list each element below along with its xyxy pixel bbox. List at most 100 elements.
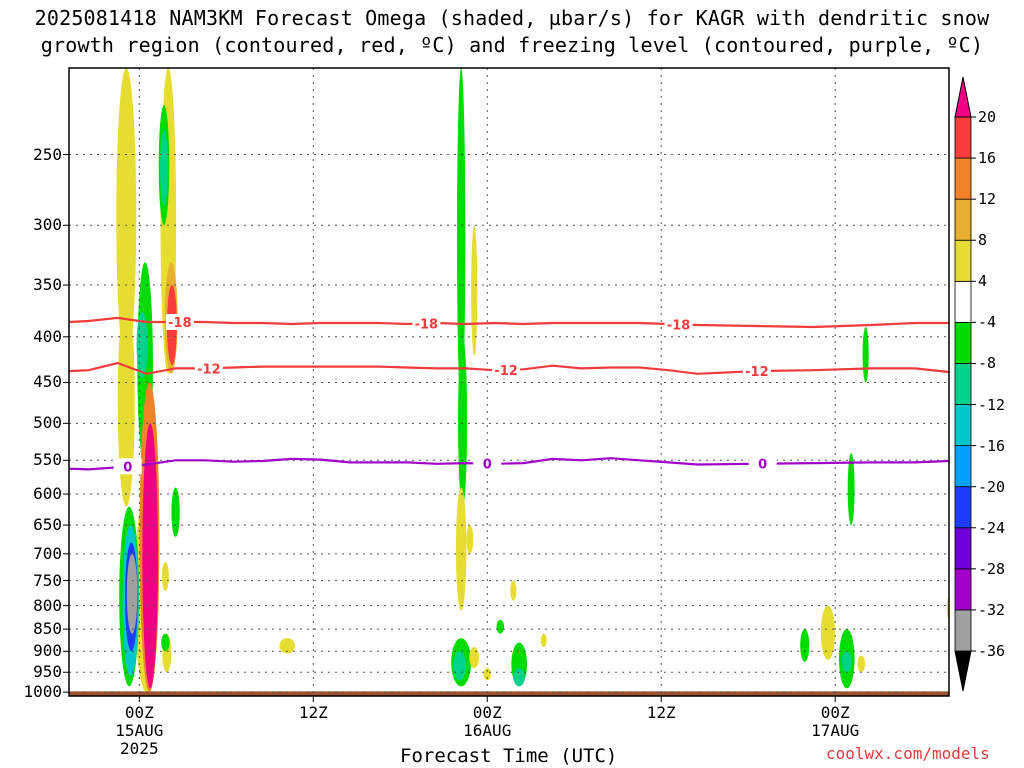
y-tick-label: 250 <box>33 144 62 164</box>
x-tick-label: 00Z <box>820 703 850 722</box>
x-axis-title: Forecast Time (UTC) <box>400 745 618 767</box>
omega-region <box>161 562 169 591</box>
y-tick-label: 400 <box>33 326 62 346</box>
colorbar-swatch <box>954 157 972 200</box>
x-tick-label: 2025 <box>120 739 159 758</box>
colorbar-swatch <box>954 321 972 364</box>
dgz-top-contour-label: -18 <box>168 316 192 331</box>
colorbar-swatch <box>954 363 972 405</box>
colorbar-swatch <box>954 527 972 570</box>
omega-region <box>540 633 547 647</box>
ground-strip <box>69 691 949 696</box>
freezing-level-contour-label-bg <box>113 458 142 475</box>
omega-region <box>471 225 478 356</box>
dgz-top-contour <box>69 316 949 329</box>
omega-region <box>126 553 138 634</box>
dgz-top-contour-label-bg <box>412 315 441 332</box>
x-tick-label: 17AUG <box>811 721 860 740</box>
omega-region <box>466 525 474 554</box>
colorbar <box>954 76 976 692</box>
omega-region <box>857 655 866 673</box>
y-tick-label: 500 <box>33 413 62 433</box>
y-tick-label: 450 <box>33 372 62 392</box>
y-tick-label: 650 <box>33 515 62 535</box>
colorbar-label: 16 <box>978 149 997 168</box>
source-credit: coolwx.com/models <box>826 744 990 763</box>
dgz-bottom-contour <box>69 361 949 375</box>
dgz-top-contour-label: -18 <box>415 317 439 332</box>
x-tick-label: 16AUG <box>463 721 512 740</box>
omega-region <box>800 629 810 662</box>
omega-region <box>142 423 158 689</box>
colorbar-label: -24 <box>978 518 1006 537</box>
freezing-level-contour-label: 0 <box>123 460 132 475</box>
dgz-bottom-contour-label-bg <box>492 361 521 378</box>
freezing-level-contour-label-bg <box>748 455 777 472</box>
y-tick-label: 350 <box>33 275 62 295</box>
omega-region <box>171 487 180 537</box>
colorbar-label: 8 <box>978 231 988 250</box>
colorbar-swatch <box>954 116 972 159</box>
y-tick-label: 750 <box>33 570 62 590</box>
omega-region <box>862 326 869 383</box>
omega-region <box>483 668 492 681</box>
omega-region <box>510 580 517 601</box>
dgz-top-contour-label-bg <box>664 316 693 333</box>
chart-title: 2025081418 NAM3KM Forecast Omega (shaded… <box>34 6 990 30</box>
dgz-bottom-contour-label: -12 <box>494 364 518 379</box>
colorbar-label: -12 <box>978 395 1006 414</box>
colorbar-swatch <box>954 609 972 652</box>
colorbar-label: -28 <box>978 559 1006 578</box>
colorbar-label: 20 <box>978 108 997 126</box>
y-tick-label: 950 <box>33 662 62 682</box>
x-tick-label: 00Z <box>472 703 502 722</box>
y-tick-label: 900 <box>33 641 62 661</box>
omega-region <box>279 638 295 654</box>
omega-region <box>453 651 467 681</box>
colorbar-label: -8 <box>978 354 997 373</box>
colorbar-swatch <box>954 280 972 323</box>
dgz-bottom-contour-label: -12 <box>197 362 221 377</box>
freezing-level-contour-label: 0 <box>483 458 492 473</box>
freezing-level-contour-label-bg <box>473 455 502 472</box>
freezing-level-contour-label: 0 <box>758 458 767 473</box>
chart-title-line-2: growth region (contoured, red, ºC) and f… <box>40 33 984 57</box>
omega-region <box>513 668 525 687</box>
omega-region <box>458 336 468 507</box>
colorbar-swatch <box>954 486 972 529</box>
colorbar-swatch <box>954 650 972 692</box>
y-tick-label: 1000 <box>23 682 62 702</box>
colorbar-swatch <box>954 76 972 118</box>
colorbar-label: -20 <box>978 477 1006 496</box>
y-tick-label: 800 <box>33 595 62 615</box>
axis-ticks <box>63 154 836 702</box>
colorbar-label: -32 <box>978 600 1006 619</box>
colorbar-swatch <box>954 404 972 447</box>
omega-region <box>161 633 170 652</box>
omega-region <box>820 605 836 660</box>
y-tick-label: 550 <box>33 450 62 470</box>
y-tick-label: 300 <box>33 215 62 235</box>
x-tick-label: 15AUG <box>115 721 164 740</box>
y-tick-label: 700 <box>33 543 62 563</box>
dgz-bottom-contour-label-bg <box>194 360 223 377</box>
grid <box>69 68 949 696</box>
colorbar-swatch <box>954 198 972 241</box>
omega-region <box>496 619 505 634</box>
dgz-top-contour-label: -18 <box>667 318 691 333</box>
omega-region <box>160 130 168 206</box>
colorbar-swatch <box>954 239 972 282</box>
colorbar-label: -4 <box>978 313 997 332</box>
colorbar-label: -16 <box>978 436 1006 455</box>
y-tick-label: 850 <box>33 619 62 639</box>
dgz-bottom-contour-label: -12 <box>745 365 769 380</box>
contour-layer: -18 -18 -18 -12 -12 -12 0 0 0 <box>69 313 949 475</box>
colorbar-swatch <box>954 568 972 611</box>
omega-region <box>469 646 480 669</box>
freezing-level-contour <box>69 457 949 471</box>
omega-region <box>841 651 852 673</box>
dgz-top-contour-label-bg <box>165 313 194 330</box>
colorbar-swatch <box>954 445 972 488</box>
omega-region <box>116 68 137 365</box>
colorbar-label: -36 <box>978 642 1006 660</box>
